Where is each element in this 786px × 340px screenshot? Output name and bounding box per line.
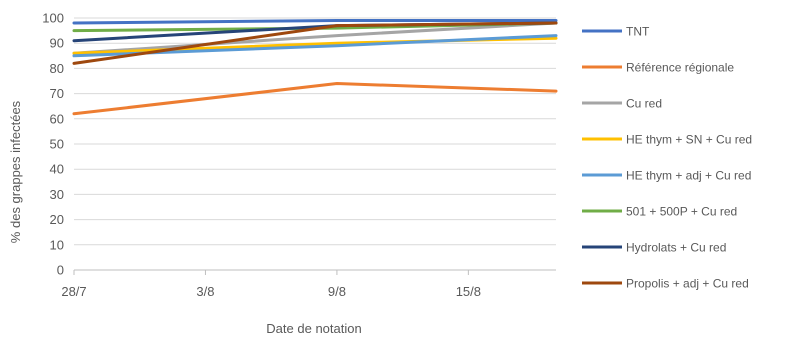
- gridlines: [74, 17, 556, 271]
- series-line-2: [72, 82, 558, 116]
- y-tick-label: 0: [57, 263, 64, 278]
- series-lines: [72, 19, 558, 116]
- legend-label: HE thym + adj + Cu red: [626, 169, 751, 183]
- x-axis-title: Date de notation: [266, 321, 361, 336]
- x-tick-label: 3/8: [196, 284, 214, 299]
- y-tick-label: 80: [50, 61, 64, 76]
- legend-label: 501 + 500P + Cu red: [626, 205, 737, 219]
- legend-label: Référence régionale: [626, 61, 734, 75]
- legend-label: Hydrolats + Cu red: [626, 241, 726, 255]
- legend-label: TNT: [626, 25, 650, 39]
- y-axis-title: % des grappes infectées: [8, 100, 23, 243]
- y-tick-label: 100: [42, 11, 64, 26]
- series-line-8: [72, 21, 558, 65]
- legend-label: HE thym + SN + Cu red: [626, 133, 752, 147]
- y-tick-label: 70: [50, 86, 64, 101]
- series-line-1: [72, 19, 558, 25]
- legend-label: Cu red: [626, 97, 662, 111]
- y-tick-label: 50: [50, 137, 64, 152]
- x-tick-label: 15/8: [456, 284, 481, 299]
- y-tick-label: 40: [50, 162, 64, 177]
- legend: TNT Référence régionale Cu red HE thym + SN…: [582, 25, 752, 291]
- x-tick-label: 9/8: [328, 284, 346, 299]
- series-line-5: [72, 34, 558, 58]
- y-tick-label: 90: [50, 36, 64, 51]
- x-tick-label: 28/7: [61, 284, 86, 299]
- y-tick-label: 60: [50, 111, 64, 126]
- x-axis-ticks: 28/7 3/8 9/8 15/8: [61, 270, 481, 299]
- series-line-3: [72, 21, 558, 55]
- y-tick-label: 10: [50, 237, 64, 252]
- y-tick-label: 30: [50, 187, 64, 202]
- legend-label: Propolis + adj + Cu red: [626, 277, 749, 291]
- y-tick-label: 20: [50, 212, 64, 227]
- y-axis-ticks: 0 10 20 30 40 50 60 70 80 90 100: [42, 11, 64, 278]
